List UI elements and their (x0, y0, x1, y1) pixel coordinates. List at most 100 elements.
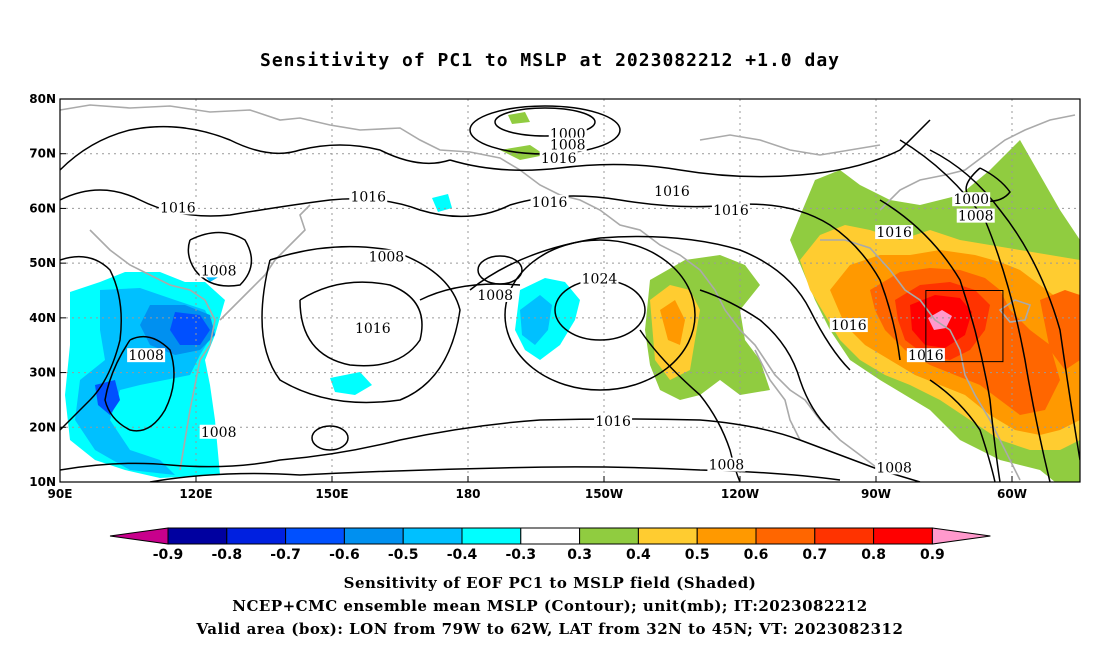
contour-label: 1016 (595, 414, 631, 430)
contour-label-bg (349, 189, 388, 204)
contour-label: 1016 (876, 225, 912, 241)
contour-label: 1024 (582, 272, 618, 288)
contour-label-bg (539, 151, 578, 166)
contour-label-bg (199, 424, 238, 439)
footer-line-1: Sensitivity of EOF PC1 to MSLP field (Sh… (343, 574, 757, 592)
contour-label-bg (548, 137, 587, 152)
longitude-labels: 90E 120E 150E 180 150W 120W 90W 60W (48, 476, 1027, 501)
colorbar-label: -0.4 (447, 547, 478, 563)
colorbar-label: -0.7 (270, 547, 301, 563)
contour-label-bg (158, 200, 197, 215)
colorbar-label: -0.8 (211, 547, 242, 563)
lat-label: 50N (29, 256, 56, 270)
lon-label: 150E (315, 487, 348, 501)
colorbar-label: 0.6 (744, 547, 769, 563)
lon-label: 180 (455, 487, 480, 501)
contour-label-bg (476, 287, 515, 302)
colorbar-bin (873, 527, 933, 545)
contour-label-bg (956, 208, 995, 223)
contour-label-bg (367, 249, 406, 264)
colorbar-bin (167, 527, 228, 545)
shade-neg-asia-south (95, 380, 120, 415)
lat-label: 70N (29, 147, 56, 161)
lat-label: 60N (29, 201, 56, 215)
colorbar-label: 0.9 (920, 547, 945, 563)
contour-label-bg (707, 457, 746, 472)
colorbar-bin (343, 527, 404, 545)
contour-label-bg (875, 225, 914, 240)
contour-label-bg (530, 194, 569, 209)
latitude-labels: 80N 70N 60N 50N 40N 30N 20N 10N (29, 92, 66, 489)
shade-pos-orange-pac (660, 300, 685, 345)
contour-label-bg (580, 271, 619, 286)
colorbar-label: 0.7 (802, 547, 827, 563)
colorbar-high-triangle (931, 527, 991, 545)
contour-label: 1000 (953, 192, 989, 208)
footer-line-2: NCEP+CMC ensemble mean MSLP (Contour); u… (232, 597, 868, 615)
colorbar-label: 0.3 (567, 547, 592, 563)
colorbar-label: 0.8 (861, 547, 886, 563)
shade-neg-small2 (432, 194, 452, 212)
contour-label: 1008 (128, 348, 164, 364)
colorbar-bin (755, 527, 816, 545)
contour-label-bg (653, 184, 691, 199)
lat-label: 10N (29, 475, 56, 489)
colorbar-label: -0.6 (329, 547, 360, 563)
contour-label-bg (353, 320, 392, 335)
plot-frame (59, 98, 1081, 483)
colorbar-label: -0.9 (153, 547, 184, 563)
contour-label: 1008 (477, 288, 513, 304)
lon-label: 90E (48, 487, 73, 501)
colorbar-bin (461, 527, 522, 545)
map-title: Sensitivity of PC1 to MSLP at 2023082212… (259, 50, 840, 71)
contour-label-bg (594, 413, 633, 428)
colorbar-bin (637, 527, 698, 545)
colorbar-label: -0.3 (505, 547, 536, 563)
colorbar-low-triangle (109, 527, 169, 545)
contour-label: 1008 (369, 250, 405, 266)
contour-label: 1016 (541, 151, 577, 167)
lon-label: 90W (861, 487, 891, 501)
colorbar-bin (696, 527, 757, 545)
shade-pos-pink-na (928, 310, 952, 330)
contour-label: 1016 (654, 184, 690, 200)
contour-label: 1008 (709, 458, 745, 474)
contour-label: 1008 (550, 138, 586, 154)
contour-label: 1016 (160, 200, 196, 216)
shade-neg-asia-darkest (170, 312, 210, 345)
contour-label-bg (548, 126, 587, 141)
sensitivity-shading (65, 112, 1080, 482)
lon-label: 120W (721, 487, 759, 501)
colorbar-bin (520, 527, 581, 545)
contour-label-bg (199, 263, 238, 278)
contour-label: 1008 (201, 425, 237, 441)
valid-area-box (925, 290, 1004, 363)
colorbar-label: -0.5 (388, 547, 419, 563)
colorbar-label: 0.5 (685, 547, 710, 563)
shade-neg-pacific-dark (520, 295, 552, 345)
lon-label: 60W (997, 487, 1027, 501)
lat-label: 40N (29, 311, 56, 325)
colorbar-bin (814, 527, 875, 545)
lon-label: 150W (585, 487, 623, 501)
contour-label-bg (952, 192, 991, 207)
contour-label: 1008 (201, 263, 237, 279)
lat-label: 20N (29, 420, 56, 434)
contour-label: 1008 (958, 209, 994, 225)
contour-label: 1016 (355, 321, 391, 337)
contour-label-bg (127, 348, 166, 363)
colorbar-bin (226, 527, 287, 545)
contour-label-bg (829, 318, 868, 333)
lat-label: 30N (29, 366, 56, 380)
contour-label: 1016 (713, 203, 749, 219)
colorbar-labels: -0.9 -0.8 -0.7 -0.6 -0.5 -0.4 -0.3 0.3 0.4 0.5 0.6… (153, 547, 945, 563)
contour-label: 1016 (532, 195, 568, 211)
contour-label: 1016 (831, 318, 867, 334)
colorbar-bin (402, 527, 463, 545)
colorbar-label: 0.4 (626, 547, 651, 563)
coastlines (60, 104, 1076, 481)
colorbar (109, 527, 991, 545)
colorbar-bin (579, 527, 639, 545)
